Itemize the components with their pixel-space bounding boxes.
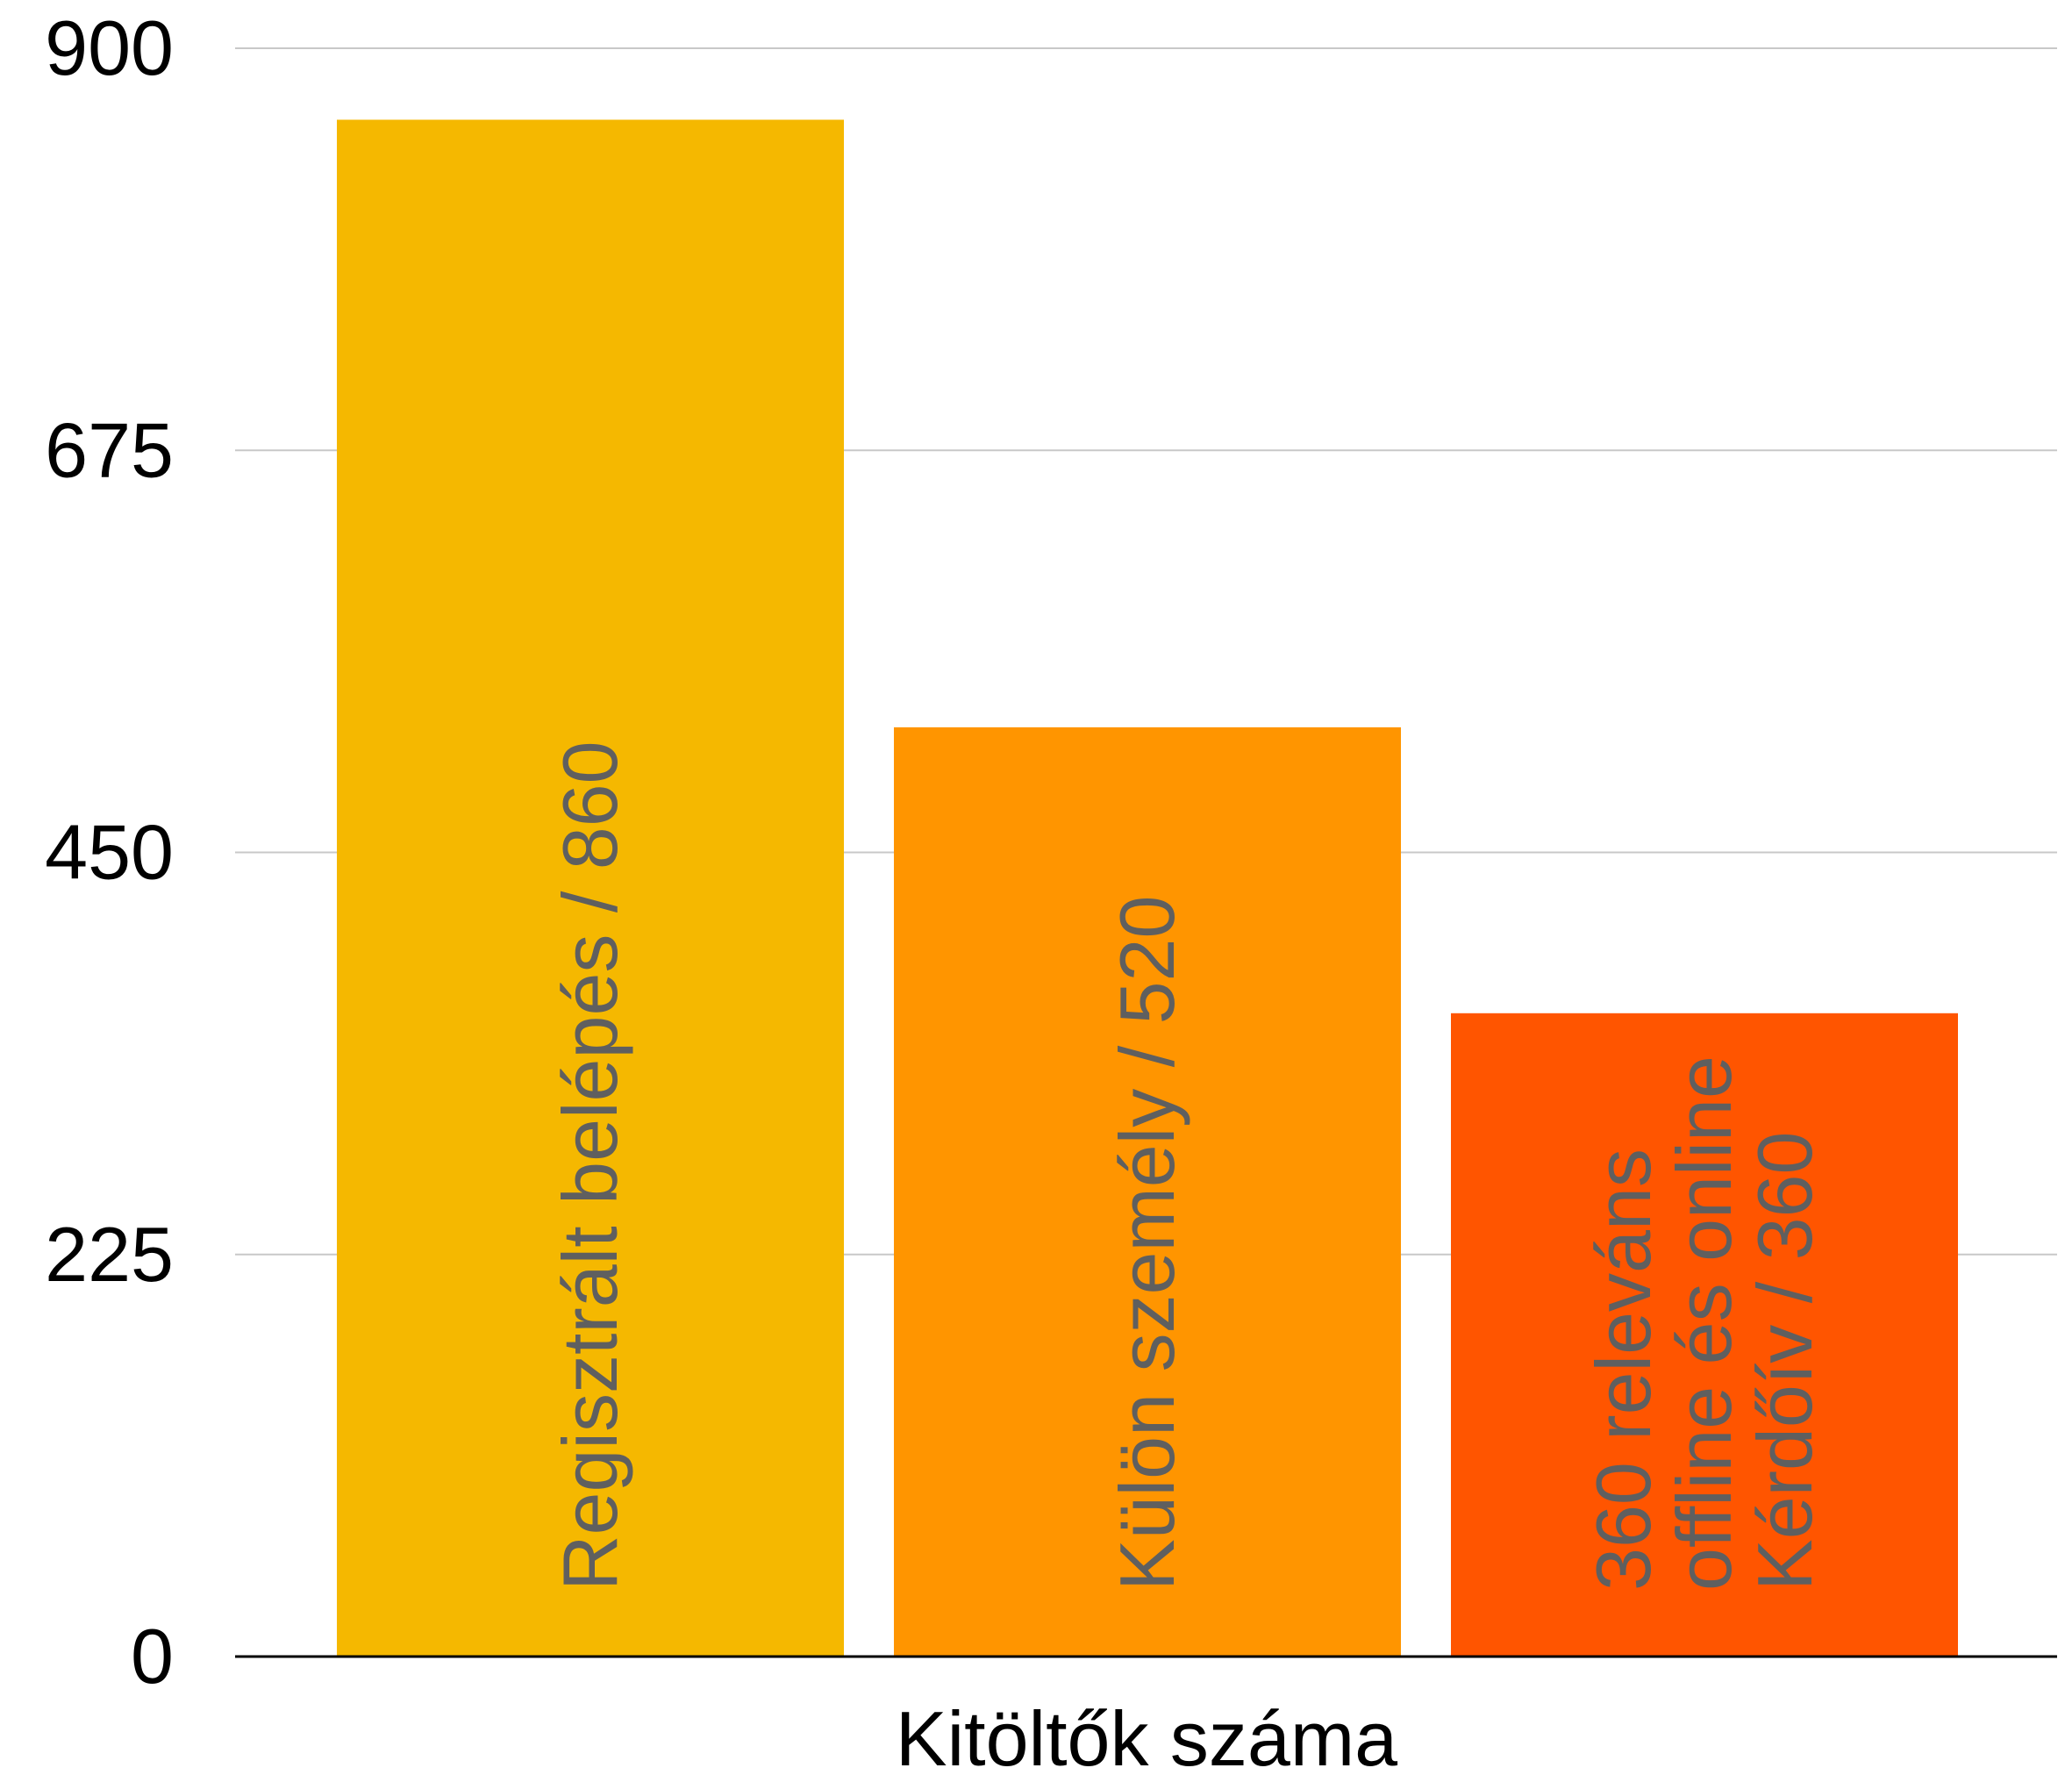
bars (337, 119, 1958, 1657)
bar-label-3: 360 relevánsoffline és onlineKérdőív / 3… (1580, 1056, 1828, 1591)
bar-labels: Regisztrált belépés / 860 Külön személy /… (547, 741, 1828, 1591)
bar-1 (337, 119, 844, 1657)
bar-label-2: Külön személy / 520 (1104, 896, 1190, 1591)
y-tick-label: 675 (45, 406, 174, 493)
y-tick-label: 0 (131, 1613, 174, 1700)
bar-2 (894, 726, 1401, 1657)
y-tick-label: 225 (45, 1211, 174, 1298)
y-tick-labels: 0 225 450 675 900 (45, 4, 174, 1700)
bar-label-1: Regisztrált belépés / 860 (547, 741, 633, 1591)
y-tick-label: 900 (45, 4, 174, 91)
bar-3 (1451, 1013, 1958, 1657)
y-tick-label: 450 (45, 809, 174, 896)
x-axis-title: Kitöltők száma (896, 1695, 1397, 1775)
